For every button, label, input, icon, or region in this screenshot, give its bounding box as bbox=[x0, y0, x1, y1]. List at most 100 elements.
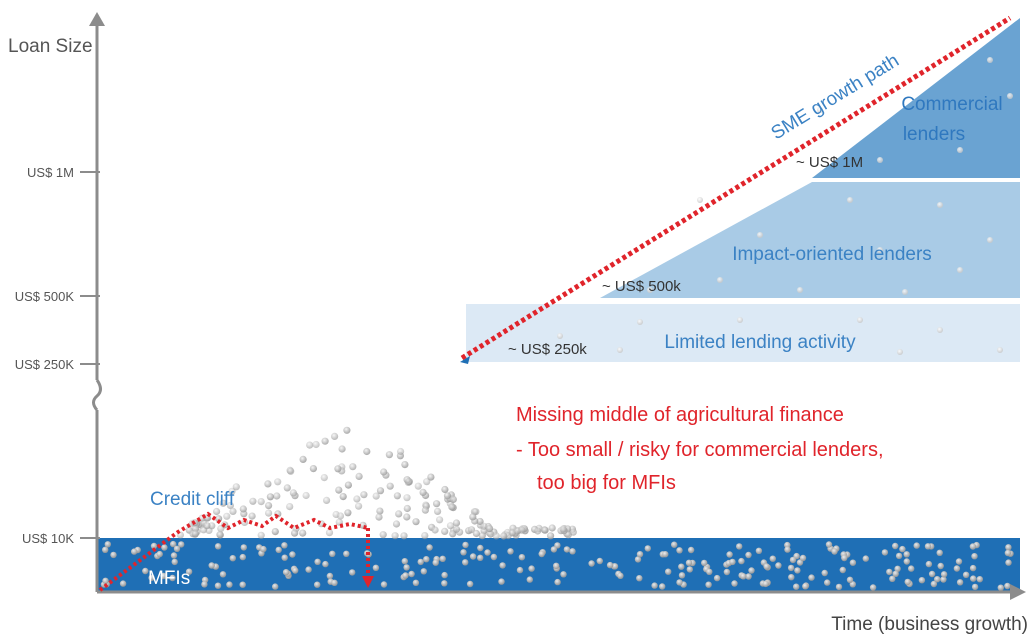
business-dot bbox=[160, 572, 167, 580]
business-dot bbox=[349, 569, 356, 576]
business-dot bbox=[484, 549, 491, 556]
business-dot bbox=[405, 477, 413, 486]
business-dot bbox=[148, 574, 155, 582]
commercial-lenders-label-line2: lenders bbox=[903, 124, 965, 145]
business-dot bbox=[903, 551, 910, 558]
business-dot bbox=[956, 579, 964, 586]
business-dot bbox=[548, 524, 556, 532]
business-dot bbox=[636, 575, 643, 582]
business-dot bbox=[178, 541, 185, 548]
impact-lenders-label: Impact-oriented lenders bbox=[732, 244, 932, 265]
business-dot bbox=[309, 465, 317, 473]
business-dot bbox=[940, 571, 948, 578]
business-dot bbox=[229, 507, 237, 515]
business-dot bbox=[323, 496, 331, 504]
business-dot bbox=[969, 564, 977, 572]
business-dot bbox=[282, 569, 290, 576]
business-dot bbox=[892, 542, 899, 550]
business-dot bbox=[185, 568, 193, 575]
business-dot bbox=[606, 561, 614, 569]
sme-growth-path-start-marker bbox=[460, 356, 470, 364]
business-dot bbox=[335, 486, 343, 494]
business-dot bbox=[617, 347, 623, 353]
business-dot bbox=[214, 543, 222, 550]
business-dot bbox=[272, 583, 279, 590]
business-dot bbox=[170, 552, 178, 559]
business-dot bbox=[717, 277, 723, 283]
business-dot bbox=[563, 546, 571, 553]
business-dot bbox=[170, 540, 177, 548]
business-dot bbox=[305, 566, 312, 573]
business-dot bbox=[223, 512, 231, 520]
business-dot bbox=[518, 554, 526, 561]
business-dot bbox=[339, 493, 347, 501]
business-dot bbox=[372, 492, 380, 500]
business-dot bbox=[953, 565, 961, 572]
business-dot bbox=[403, 564, 410, 571]
y-tick-500k-label: US$ 500K bbox=[15, 289, 75, 304]
business-dot bbox=[736, 543, 743, 550]
business-dot bbox=[937, 202, 943, 208]
business-dot bbox=[817, 107, 823, 113]
business-dot bbox=[403, 494, 411, 502]
business-dot bbox=[265, 509, 273, 517]
business-dot bbox=[433, 500, 441, 508]
business-dot bbox=[439, 555, 446, 562]
business-dot bbox=[226, 581, 233, 588]
business-dot bbox=[331, 579, 338, 586]
business-dot bbox=[431, 526, 439, 534]
business-dot bbox=[651, 582, 658, 589]
business-dot bbox=[208, 562, 215, 569]
business-dot bbox=[299, 455, 307, 463]
business-dot bbox=[203, 522, 211, 530]
business-dot bbox=[671, 541, 678, 548]
business-dot bbox=[894, 565, 901, 572]
business-dot bbox=[343, 426, 351, 434]
business-dot bbox=[705, 581, 712, 588]
business-dot bbox=[171, 558, 178, 566]
business-dot bbox=[380, 468, 388, 476]
business-dot bbox=[955, 558, 963, 565]
business-dot bbox=[726, 551, 733, 558]
business-dot bbox=[403, 513, 411, 521]
credit-cliff-path bbox=[98, 511, 369, 592]
business-dot bbox=[292, 567, 299, 574]
business-dot bbox=[466, 580, 474, 588]
business-dot bbox=[412, 579, 420, 586]
business-dot bbox=[380, 581, 388, 588]
business-dot bbox=[264, 480, 272, 488]
business-dot bbox=[434, 507, 442, 515]
business-dot bbox=[928, 570, 936, 578]
business-dot bbox=[554, 578, 561, 586]
business-dot bbox=[788, 574, 795, 581]
business-dot bbox=[970, 575, 977, 582]
business-dot bbox=[169, 574, 176, 582]
business-dot bbox=[372, 564, 380, 571]
business-dot bbox=[997, 584, 1004, 591]
business-dot bbox=[569, 548, 576, 555]
business-dot bbox=[936, 549, 943, 556]
business-dot bbox=[344, 509, 352, 517]
business-dot bbox=[419, 488, 427, 496]
business-dot bbox=[462, 559, 469, 566]
business-dots bbox=[100, 57, 1014, 591]
business-dot bbox=[443, 492, 452, 500]
business-dot bbox=[228, 487, 236, 495]
business-dot bbox=[436, 516, 444, 524]
business-dot bbox=[847, 197, 853, 203]
business-dot bbox=[937, 562, 944, 570]
business-dot bbox=[596, 557, 603, 565]
missing-middle-bullet-line2: too big for MFIs bbox=[537, 472, 676, 494]
business-dot bbox=[142, 567, 149, 575]
business-dot bbox=[403, 504, 411, 513]
business-dot bbox=[360, 491, 368, 499]
business-dot bbox=[401, 558, 408, 565]
business-dot bbox=[713, 574, 721, 582]
business-dot bbox=[969, 543, 977, 550]
business-dot bbox=[940, 576, 947, 583]
business-dot bbox=[957, 147, 963, 153]
business-dot bbox=[173, 545, 181, 552]
business-dot bbox=[326, 572, 334, 580]
business-dot bbox=[541, 526, 549, 534]
business-dot bbox=[427, 473, 435, 481]
